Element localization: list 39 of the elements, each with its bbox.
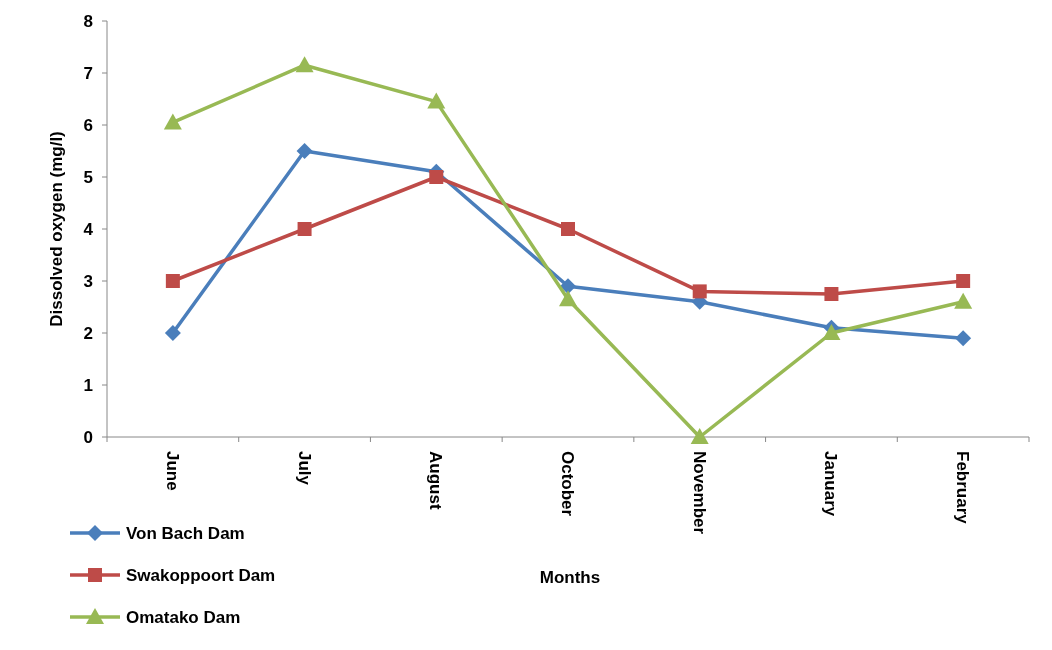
point [824,287,839,301]
x-tick-label: November [689,451,709,535]
legend-label: Von Bach Dam [126,524,245,543]
y-tick-label: 1 [83,376,93,395]
point [164,325,181,341]
x-axis-title: Months [539,568,601,587]
x-tick-label: June [162,451,182,491]
point [427,92,446,109]
x-tick-label: August [426,451,446,510]
x-tick-label: July [294,451,314,486]
point [296,143,313,159]
point [165,274,180,288]
legend-label: Swakoppoort Dam [126,566,276,585]
point [954,292,973,309]
point [692,284,707,299]
y-tick-label: 2 [83,324,93,343]
point [163,113,182,130]
point [560,278,576,295]
y-tick-label: 0 [83,428,93,447]
point [429,170,444,184]
x-tick-label: January [821,451,841,517]
x-tick-label: February [953,451,973,525]
x-tick-label: October [558,451,577,517]
y-tick-label: 8 [83,12,93,31]
y-tick-label: 3 [83,272,93,291]
point [559,290,577,307]
y-tick-label: 5 [83,168,93,187]
point [295,56,314,73]
point [690,428,709,444]
y-tick-label: 4 [83,220,94,239]
point [955,330,972,347]
legend-label: Omatako Dam [126,608,241,627]
y-axis-title: Dissolved oxygen (mg/l) [47,131,66,327]
point [822,324,841,340]
y-tick-label: 6 [83,116,93,135]
point [297,222,312,236]
y-tick-label: 7 [83,64,93,83]
point [561,222,575,236]
point [956,274,971,288]
